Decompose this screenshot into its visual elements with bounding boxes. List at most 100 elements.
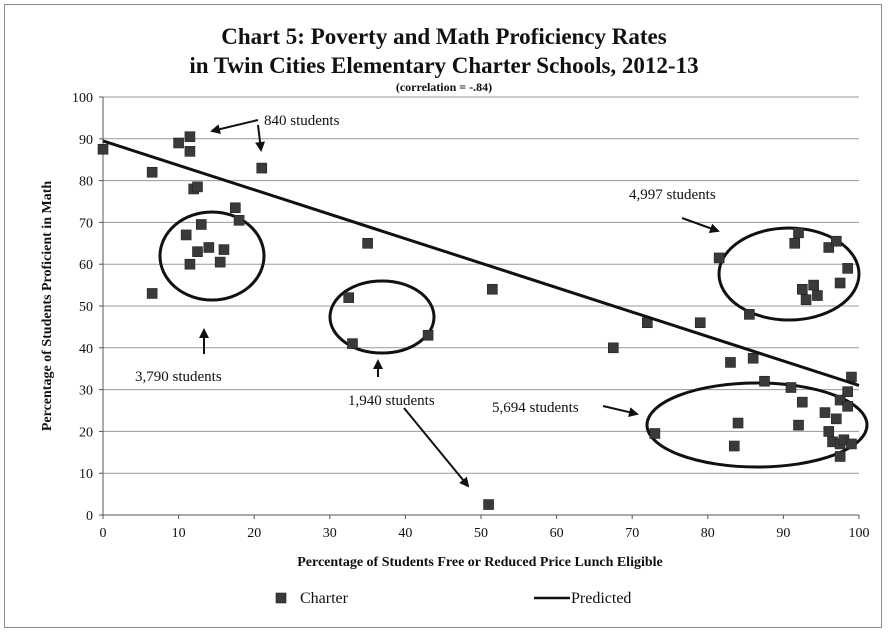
x-tick-label: 60 — [550, 526, 564, 541]
y-tick-label: 100 — [72, 91, 93, 106]
annotation-4997: 4,997 students — [629, 187, 716, 203]
x-tick-label: 0 — [100, 526, 107, 541]
annotation-5694: 5,694 students — [492, 400, 579, 416]
charter-point — [214, 256, 226, 268]
charter-point — [487, 283, 498, 295]
x-axis-ticks: 0 10 20 30 40 50 60 70 80 90 100 — [100, 515, 870, 541]
chart-subtitle: (correlation = -.84) — [396, 80, 492, 94]
charter-point — [347, 338, 358, 349]
charter-point — [747, 352, 759, 364]
x-tick-label: 10 — [172, 526, 186, 541]
charter-point — [823, 242, 835, 253]
charter-point — [192, 246, 203, 257]
annotation-arrows — [199, 119, 720, 488]
charter-point — [422, 329, 434, 341]
legend-label-charter: Charter — [300, 590, 349, 607]
charter-point — [831, 235, 842, 247]
charter-point — [800, 294, 812, 306]
charter-point — [184, 146, 196, 157]
charter-point — [694, 317, 706, 329]
charter-point — [793, 419, 804, 431]
charter-point — [759, 375, 770, 387]
charter-point — [842, 401, 853, 412]
chart-frame — [4, 4, 882, 628]
charter-point — [649, 428, 661, 439]
annotation-1940: 1,940 students — [348, 393, 435, 409]
charter-point — [744, 309, 755, 320]
charter-point — [230, 202, 241, 214]
charter-point — [834, 451, 846, 462]
charter-point — [146, 166, 158, 178]
cluster-ellipses — [158, 210, 869, 469]
gridlines — [103, 96, 859, 474]
y-tick-label: 30 — [79, 384, 93, 399]
charter-point — [184, 131, 196, 143]
charter-point — [812, 290, 823, 301]
legend-label-predicted: Predicted — [571, 590, 631, 607]
y-axis-ticks: 0 10 20 30 40 50 60 70 80 90 100 — [72, 91, 103, 524]
x-tick-label: 20 — [247, 526, 261, 541]
charter-point — [146, 288, 158, 299]
arrow-840-a — [210, 119, 259, 135]
predicted-line — [102, 139, 860, 387]
charter-point — [831, 413, 842, 425]
charter-point — [173, 137, 184, 149]
charter-point — [819, 407, 831, 418]
arrow-1940-down — [403, 407, 470, 488]
charter-point — [728, 440, 740, 452]
charter-point — [203, 242, 215, 253]
annotation-840: 840 students — [264, 113, 340, 129]
cluster-ellipse-lower-right — [645, 381, 869, 469]
charter-point — [218, 244, 230, 255]
y-tick-label: 60 — [79, 258, 93, 273]
x-tick-label: 40 — [398, 526, 412, 541]
charter-point — [97, 143, 109, 155]
y-tick-label: 40 — [79, 342, 93, 357]
charter-point — [796, 283, 808, 295]
x-tick-label: 70 — [625, 526, 639, 541]
predicted-trend-line — [102, 139, 860, 387]
charter-point — [233, 215, 245, 226]
charter-point — [256, 162, 268, 174]
y-tick-label: 20 — [79, 425, 93, 440]
charter-point — [483, 499, 494, 510]
charter-point — [785, 382, 797, 393]
x-tick-label: 30 — [323, 526, 337, 541]
charter-point — [808, 279, 819, 291]
y-tick-label: 0 — [86, 509, 93, 524]
y-tick-label: 70 — [79, 216, 93, 231]
charter-point — [343, 292, 355, 303]
y-tick-label: 80 — [79, 175, 93, 190]
x-tick-label: 90 — [776, 526, 790, 541]
y-tick-label: 10 — [79, 467, 93, 482]
charter-point — [796, 396, 808, 408]
charter-point — [607, 342, 619, 354]
charter-point — [842, 263, 853, 274]
charter-points — [97, 131, 857, 510]
charter-point — [713, 252, 725, 264]
charter-point — [846, 438, 857, 450]
y-axis-label: Percentage of Students Proficient in Mat… — [40, 181, 55, 431]
charter-point — [195, 219, 207, 230]
chart-title-line2: in Twin Cities Elementary Charter School… — [189, 53, 698, 78]
legend-marker-charter — [275, 592, 287, 604]
charter-point — [834, 277, 846, 289]
charter-point — [725, 357, 736, 368]
arrow-5694 — [602, 405, 639, 418]
y-tick-label: 50 — [79, 300, 93, 315]
y-tick-label: 90 — [79, 133, 93, 148]
charter-point — [842, 386, 853, 397]
charter-point — [789, 238, 801, 249]
arrow-840-b — [255, 124, 266, 152]
x-axis-label: Percentage of Students Free or Reduced P… — [297, 555, 663, 570]
charter-point — [184, 258, 196, 270]
chart-title: Chart 5: Poverty and Math Proficiency Ra… — [221, 24, 666, 49]
charter-point — [192, 181, 203, 193]
charter-point — [793, 227, 804, 239]
x-tick-label: 50 — [474, 526, 488, 541]
legend: Charter Predicted — [275, 590, 631, 607]
x-tick-label: 80 — [701, 526, 715, 541]
charter-point — [834, 394, 846, 406]
annotation-3790: 3,790 students — [135, 369, 222, 385]
